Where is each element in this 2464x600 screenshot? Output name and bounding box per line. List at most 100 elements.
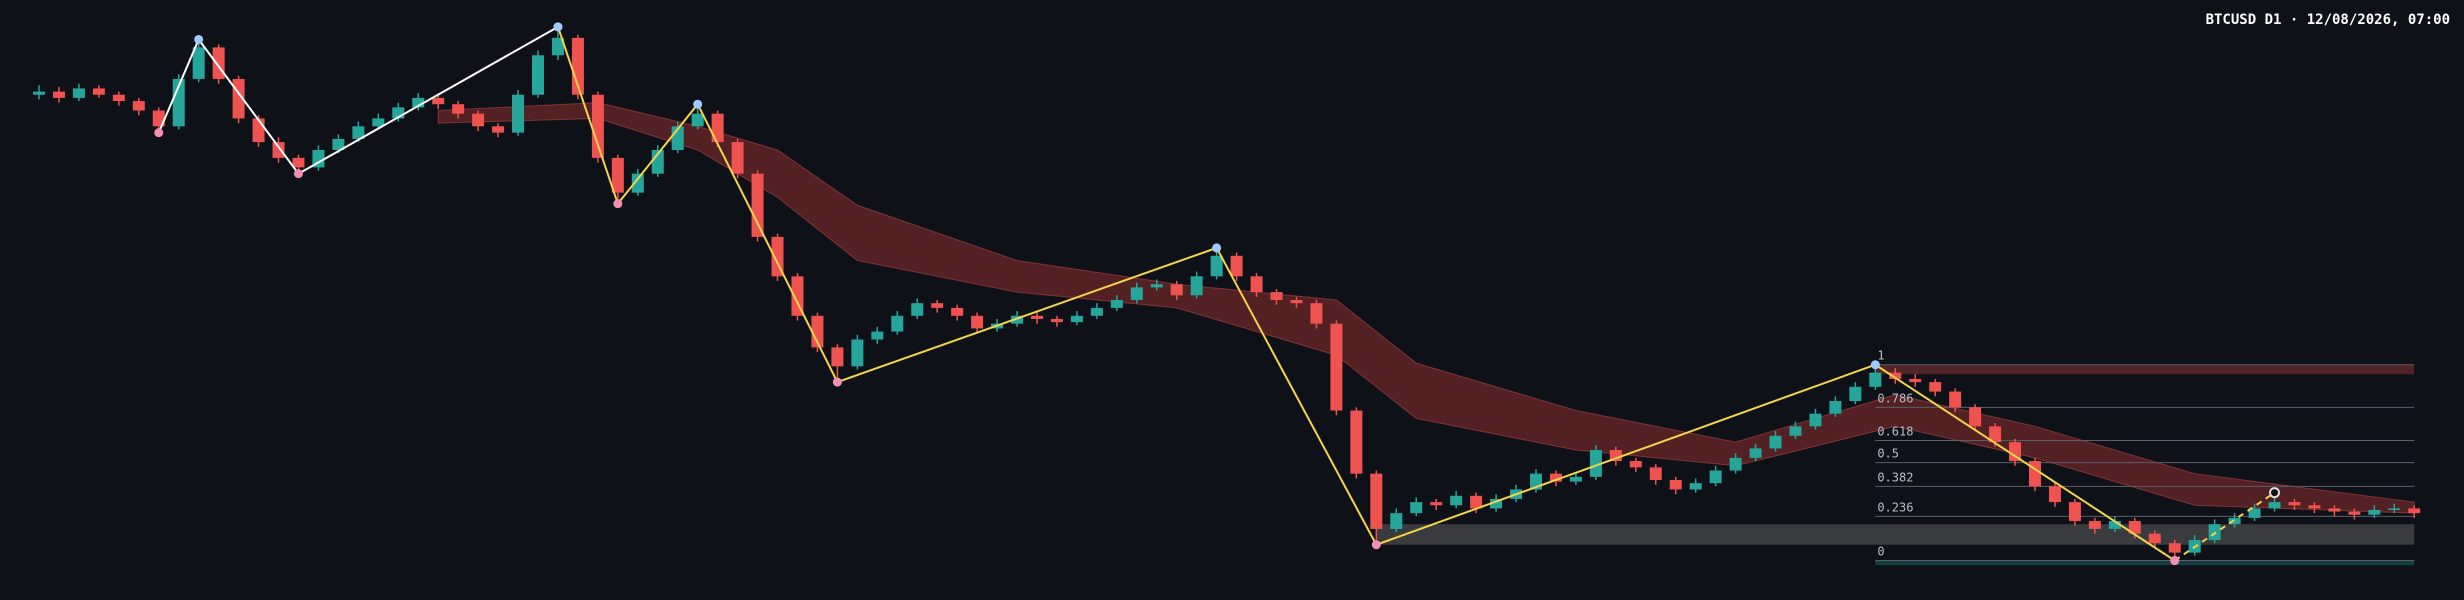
pivot-dot — [832, 377, 842, 387]
candle-body — [1250, 276, 1263, 293]
candle-body — [1629, 461, 1642, 468]
candle-body — [1310, 303, 1323, 324]
zigzag-line — [2174, 491, 2276, 562]
candle-body — [112, 94, 125, 102]
candle-body — [1849, 386, 1862, 402]
pivot-dot — [553, 22, 563, 32]
candle-body — [1709, 470, 1722, 484]
candle-body — [1729, 457, 1742, 471]
candle-body — [1749, 448, 1762, 458]
pivot-dot — [154, 128, 164, 138]
candle-body — [971, 315, 984, 329]
candle-body — [2208, 524, 2221, 540]
candle-body — [2009, 442, 2022, 462]
candle-body — [1490, 498, 1503, 509]
candle-body — [1190, 276, 1203, 296]
candle-body — [1130, 287, 1143, 300]
candle-body — [2068, 502, 2081, 522]
candle-body — [152, 110, 165, 127]
candle-body — [2228, 517, 2241, 525]
fib-label: 1 — [1877, 349, 1884, 363]
zigzag-line — [157, 25, 559, 175]
candle-body — [551, 37, 564, 56]
pivot-dot — [2269, 487, 2281, 499]
fib-band — [1875, 560, 2415, 566]
candle-body — [831, 347, 844, 367]
candle-body — [611, 157, 624, 193]
candle-body — [771, 236, 784, 277]
candle-body — [811, 315, 824, 348]
candle-body — [492, 126, 505, 133]
pivot-dot — [693, 99, 703, 109]
candle-body — [1430, 502, 1443, 506]
pivot-dot — [1371, 540, 1381, 550]
candle-body — [392, 107, 405, 119]
candle-body — [472, 113, 485, 127]
candle-body — [2308, 505, 2321, 509]
candle-body — [132, 101, 145, 111]
candle-body — [1549, 473, 1562, 482]
candle-body — [452, 104, 465, 114]
candle-body — [1070, 315, 1083, 323]
fib-label: 0.5 — [1877, 447, 1899, 461]
candle-body — [1170, 284, 1183, 296]
candle-body — [1410, 502, 1423, 514]
candle-body — [711, 113, 724, 143]
candle-body — [272, 142, 285, 158]
candle-body — [512, 94, 525, 133]
candle-body — [1470, 495, 1483, 509]
candle-body — [631, 173, 644, 193]
candle-body — [352, 126, 365, 139]
candle-body — [2388, 508, 2401, 510]
candle-body — [1909, 378, 1922, 383]
candle-body — [1789, 426, 1802, 436]
fib-label: 0.382 — [1877, 470, 1913, 484]
candle-body — [2029, 461, 2041, 487]
candle-body — [1929, 382, 1942, 392]
candle-body — [871, 331, 884, 340]
candle-body — [571, 37, 584, 95]
candle-body — [372, 118, 385, 127]
candle-body — [1989, 426, 2002, 443]
candle-body — [252, 118, 265, 143]
fib-label: 0.618 — [1877, 425, 1913, 439]
candle-body — [1689, 483, 1702, 490]
candle-body — [1230, 255, 1243, 277]
zigzag-line — [557, 26, 2176, 562]
candle-body — [591, 94, 604, 158]
candle-body — [292, 157, 305, 168]
candle-body — [2048, 486, 2061, 503]
candle-body — [192, 47, 205, 79]
candle-body — [2248, 508, 2261, 518]
candle-body — [2348, 511, 2361, 515]
candle-body — [33, 91, 45, 95]
candle-body — [1110, 300, 1123, 308]
pivot-dot — [2170, 556, 2180, 566]
candle-body — [2168, 543, 2181, 553]
candle-body — [2128, 521, 2141, 534]
pivot-dot — [613, 199, 623, 209]
candle-body — [2268, 502, 2281, 509]
candle-body — [1270, 292, 1283, 300]
pivot-dot — [194, 34, 204, 44]
candle-body — [1090, 307, 1103, 316]
candle-body — [931, 303, 944, 308]
candle-body — [412, 97, 425, 108]
candle-body — [1390, 513, 1403, 529]
pivot-dot — [1212, 243, 1222, 253]
candle-body — [2148, 533, 2161, 544]
candle-body — [92, 88, 105, 95]
candle-body — [1569, 476, 1582, 482]
candle-body — [2108, 521, 2121, 529]
chart-title: BTCUSD D1 · 12/08/2026, 07:00 — [2206, 12, 2450, 28]
candle-body — [72, 88, 85, 98]
candle-body — [1829, 401, 1842, 414]
candle-body — [1609, 450, 1622, 462]
candle-body — [2288, 502, 2301, 506]
candle-body — [1031, 315, 1043, 319]
candle-body — [911, 303, 924, 316]
candle-body — [2328, 508, 2341, 512]
support-zone — [1376, 524, 2415, 545]
